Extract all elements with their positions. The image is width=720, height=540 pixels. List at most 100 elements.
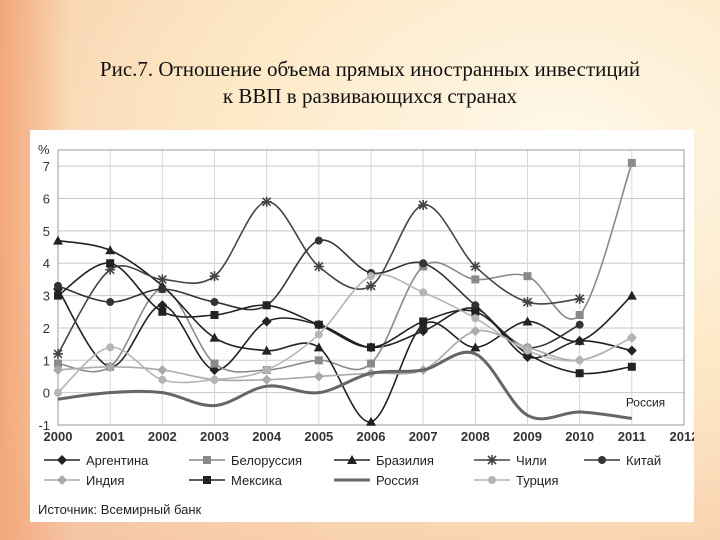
source-note: Источник: Всемирный банк <box>38 502 202 517</box>
data-point <box>53 348 63 359</box>
x-tick-label: 2003 <box>200 429 229 444</box>
star-marker-stroke <box>366 281 376 291</box>
data-point <box>106 298 115 307</box>
series-6 <box>53 326 637 385</box>
legend-item: Индия <box>44 473 124 488</box>
data-point <box>261 345 272 355</box>
legend-item: Мексика <box>189 473 283 488</box>
data-point <box>471 275 480 284</box>
data-point <box>209 332 220 342</box>
data-point <box>471 314 480 323</box>
data-point <box>418 200 429 210</box>
data-point <box>158 307 167 316</box>
data-point <box>262 366 271 374</box>
data-point <box>626 290 637 300</box>
data-point <box>471 301 480 310</box>
data-point <box>158 375 167 384</box>
data-point <box>209 271 220 282</box>
data-point <box>575 356 584 365</box>
series-7 <box>54 259 636 378</box>
figure-caption: Рис.7. Отношение объема прямых иностранн… <box>40 56 700 110</box>
data-point <box>313 342 324 352</box>
x-tick-label: 2012 <box>670 429 694 444</box>
data-point <box>523 346 532 355</box>
star-marker-stroke <box>487 455 497 465</box>
data-point <box>470 326 481 337</box>
star-marker-stroke <box>209 271 220 281</box>
star-marker-stroke <box>522 297 533 307</box>
data-point <box>574 335 585 345</box>
legend-item: Чили <box>474 453 547 468</box>
data-point <box>523 272 532 281</box>
legend-item: Турция <box>474 473 559 488</box>
legend-swatch-marker <box>203 476 211 484</box>
data-point <box>522 316 533 326</box>
data-point <box>314 356 323 365</box>
legend-swatch-marker <box>57 475 67 485</box>
legend-swatch-marker <box>488 476 496 484</box>
data-point <box>54 291 62 300</box>
data-point <box>313 261 324 272</box>
data-point <box>575 320 584 329</box>
legend-swatch-marker <box>203 456 211 464</box>
data-point <box>367 343 375 352</box>
annotation-russia: Россия <box>626 396 665 410</box>
data-point <box>366 416 376 426</box>
series-2 <box>54 158 636 374</box>
data-point <box>367 359 375 368</box>
legend-label: Белоруссия <box>231 453 302 468</box>
y-tick-label: 2 <box>43 321 50 336</box>
data-point <box>314 320 323 329</box>
data-point <box>261 374 272 385</box>
legend-item: Белоруссия <box>189 453 302 468</box>
y-tick-label: 7 <box>43 159 50 174</box>
legend-label: Чили <box>516 453 547 468</box>
legend-label: Турция <box>516 473 559 488</box>
y-tick-label: -1 <box>38 418 50 433</box>
legend-label: Бразилия <box>376 453 434 468</box>
data-point <box>54 388 62 397</box>
x-tick-label: 2009 <box>513 429 542 444</box>
caption-line-2: к ВВП в развивающихся странах <box>222 84 518 108</box>
data-point <box>574 293 585 304</box>
x-tick-label: 2004 <box>252 429 282 444</box>
data-point <box>575 369 584 378</box>
y-tick-label: 1 <box>43 353 50 368</box>
data-point <box>157 274 168 285</box>
legend-label: Аргентина <box>86 453 149 468</box>
star-marker-stroke <box>575 294 585 304</box>
data-point <box>210 359 219 368</box>
data-point <box>262 301 271 310</box>
series-line <box>57 239 633 423</box>
legend-label: Россия <box>376 473 419 488</box>
data-point <box>157 300 168 311</box>
data-point <box>471 307 480 316</box>
data-point <box>105 245 116 255</box>
data-point <box>419 288 428 297</box>
y-tick-label: 4 <box>43 256 50 271</box>
data-point <box>54 359 62 368</box>
chart-frame: -1 0 1 2 3 4 5 6 7 2000 2001 2002 2003 2004 2005 2006 20… <box>30 130 694 522</box>
star-marker-stroke <box>470 261 480 272</box>
series-8 <box>57 350 633 421</box>
x-tick-label: 2006 <box>357 429 386 444</box>
legend-swatch-marker <box>598 456 606 464</box>
data-point <box>626 345 637 356</box>
data-point <box>158 285 167 294</box>
data-point <box>261 196 272 207</box>
y-tick-label: 3 <box>43 289 50 304</box>
legend-swatch-marker <box>57 455 67 465</box>
legend-label: Индия <box>86 473 124 488</box>
data-point <box>418 326 429 337</box>
x-tick-label: 2005 <box>304 429 333 444</box>
data-point <box>627 362 636 371</box>
line-chart: -1 0 1 2 3 4 5 6 7 2000 2001 2002 2003 2004 2005 2006 20… <box>38 142 694 517</box>
data-point <box>575 311 584 319</box>
star-marker-stroke <box>53 349 63 359</box>
legend-label: Мексика <box>231 473 283 488</box>
legend-item: Аргентина <box>44 453 149 468</box>
legend-item: Россия <box>334 473 419 488</box>
data-point <box>419 259 428 268</box>
data-point <box>627 333 636 342</box>
legend-item: Бразилия <box>334 453 434 468</box>
